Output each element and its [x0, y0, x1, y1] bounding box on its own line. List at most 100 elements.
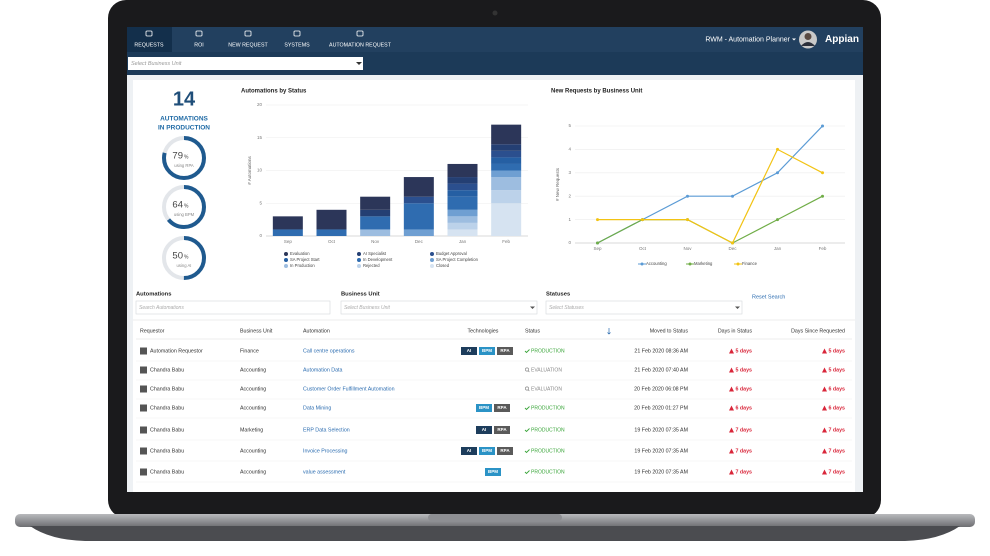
tech-badge-label: AI [467, 448, 472, 453]
bar-segment [360, 196, 391, 210]
legend-label[interactable]: SA Project Start [290, 257, 320, 262]
bar-segment [403, 229, 434, 236]
chart-title: Automations by Status [241, 89, 307, 95]
ring-unit: % [184, 254, 189, 260]
y-tick-label: 10 [257, 168, 263, 173]
automation-link[interactable]: Invoice Processing [303, 448, 348, 454]
tech-badge [476, 426, 492, 434]
warning-icon [822, 448, 827, 454]
filter-input[interactable] [135, 300, 331, 315]
bar-segment [447, 209, 478, 217]
legend-swatch [357, 258, 361, 262]
legend-label[interactable]: Budget Approval [436, 251, 467, 256]
warning-icon [729, 469, 734, 475]
x-tick-label: Nov [683, 246, 692, 251]
select-box[interactable] [128, 57, 363, 70]
bar-segment [491, 177, 522, 191]
y-axis-title: # New Requests [555, 167, 560, 201]
sort-icon [607, 328, 611, 335]
nav-item[interactable]: ROI [194, 42, 203, 48]
bar-segment [360, 216, 391, 230]
status-icon [525, 386, 529, 391]
bar-segment [272, 229, 303, 236]
ring-value: 64 [172, 200, 183, 211]
requestor-icon [140, 347, 147, 355]
bar-segment [491, 157, 522, 164]
reset-link[interactable]: Reset Search [752, 294, 785, 300]
tech-badge-label: RPA [500, 448, 510, 453]
legend-label[interactable]: In Production [290, 263, 315, 268]
warning-icon [729, 386, 734, 392]
status: PRODUCTION [531, 448, 565, 454]
y-tick-label: 0 [568, 240, 571, 245]
ring-caption: using BPM [174, 212, 195, 217]
business-unit: Marketing [240, 427, 263, 433]
point [596, 218, 599, 222]
bar-segment [447, 216, 478, 223]
legend-label[interactable]: AI Specialist [363, 251, 387, 256]
automation-link[interactable]: Automation Data [303, 367, 343, 373]
legend-label[interactable]: Finance [742, 261, 758, 266]
business-unit: Accounting [240, 469, 266, 475]
warning-icon [822, 405, 827, 411]
x-tick-label: Jan [774, 246, 782, 251]
tech-badge-label: RPA [497, 427, 507, 432]
bar-segment [360, 209, 391, 217]
legend-label[interactable]: Closed [436, 263, 450, 268]
ring-value: 50 [172, 251, 183, 262]
warning-icon [822, 348, 827, 354]
status: PRODUCTION [531, 469, 565, 475]
nav-item[interactable]: NEW REQUEST [228, 42, 268, 48]
nav-item[interactable]: AUTOMATION REQUEST [329, 42, 392, 48]
nav-icon [293, 30, 301, 37]
warning-icon [729, 448, 734, 454]
legend-swatch [357, 264, 361, 268]
days-in-status: 7 days [736, 427, 753, 433]
bar-segment [403, 177, 434, 197]
requestor: Chandra Babu [150, 448, 184, 454]
legend-swatch [430, 264, 434, 268]
legend-label[interactable]: Evaluation [290, 251, 310, 256]
summary-count: 14 [173, 88, 196, 110]
automation-link[interactable]: Data Mining [303, 405, 331, 411]
automation-link[interactable]: Call centre operations [303, 348, 355, 354]
filter-input[interactable] [340, 300, 538, 315]
tech-badge-label: RPA [497, 405, 507, 410]
table-header: Days Since Requested [791, 328, 845, 334]
warning-icon [729, 348, 734, 354]
nav-item[interactable]: REQUESTS [134, 42, 164, 48]
legend-swatch [430, 258, 434, 262]
ring-unit: % [184, 154, 189, 160]
bar-segment [447, 190, 478, 197]
nav-item[interactable]: SYSTEMS [284, 42, 310, 48]
tech-badge [479, 447, 495, 455]
bar-segment [360, 229, 391, 236]
y-tick-label: 15 [257, 135, 263, 140]
tech-badge [494, 404, 510, 412]
days-since: 5 days [829, 348, 846, 354]
filter-label: Automations [136, 292, 171, 298]
tech-badge [479, 347, 495, 355]
user-caret [792, 38, 796, 41]
moved-date: 21 Feb 2020 08:36 AM [634, 348, 688, 354]
status-icon [524, 449, 530, 454]
ring-value: 79 [172, 151, 183, 162]
point [731, 241, 734, 245]
days-since: 7 days [829, 427, 846, 433]
legend-label[interactable]: Marketing [694, 261, 713, 266]
legend-label[interactable]: Accounting [646, 261, 667, 266]
point [776, 171, 779, 175]
automation-link[interactable]: Customer Order Fulfillment Automation [303, 386, 395, 392]
legend-label[interactable]: In Development [363, 257, 393, 262]
legend-label[interactable]: Rejected [363, 263, 380, 268]
legend-label[interactable]: SA Project Completion [436, 257, 479, 262]
tech-badge-label: BPM [482, 348, 492, 353]
status: PRODUCTION [531, 427, 565, 433]
nav-icon [145, 30, 153, 37]
automation-link[interactable]: ERP Data Selection [303, 427, 350, 433]
automation-link[interactable]: value assessment [303, 469, 346, 475]
bar-segment [447, 196, 478, 210]
days-since: 5 days [829, 367, 846, 373]
filter-input[interactable] [545, 300, 743, 315]
user-menu[interactable]: RWM - Automation Planner [705, 36, 790, 43]
